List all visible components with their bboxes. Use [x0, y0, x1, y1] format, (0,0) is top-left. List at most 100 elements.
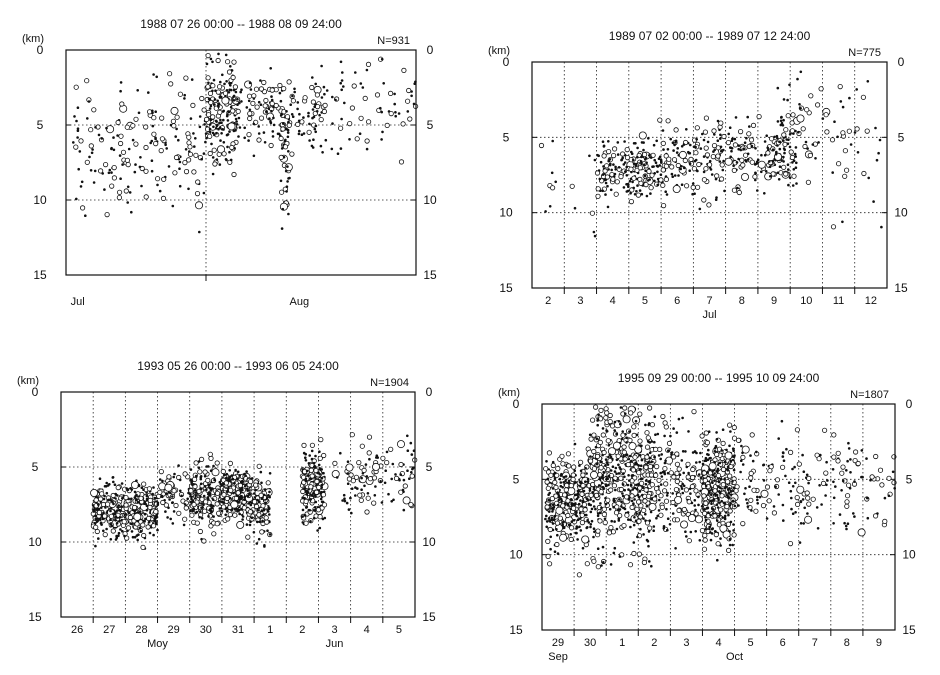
- event-point: [126, 201, 129, 204]
- event-point: [200, 157, 203, 161]
- event-point: [805, 473, 809, 477]
- event-point: [254, 488, 257, 492]
- event-point: [821, 117, 825, 120]
- event-point: [545, 460, 548, 463]
- event-point: [782, 118, 785, 122]
- plot-frame: [60, 391, 416, 618]
- event-point: [742, 152, 749, 158]
- event-point: [79, 185, 83, 188]
- event-point: [284, 138, 287, 142]
- event-point: [173, 472, 176, 476]
- event-point: [593, 530, 596, 534]
- event-point: [406, 434, 409, 438]
- event-point: [188, 492, 192, 496]
- event-point: [286, 131, 290, 134]
- event-point: [282, 122, 285, 125]
- event-point: [130, 497, 133, 501]
- event-point: [341, 71, 344, 74]
- event-point: [741, 463, 745, 466]
- event-point: [279, 99, 283, 103]
- event-point: [638, 453, 642, 457]
- event-point: [104, 506, 107, 509]
- event-point: [635, 190, 638, 193]
- event-point: [652, 496, 658, 502]
- event-point: [861, 475, 864, 479]
- event-point: [765, 517, 769, 520]
- event-point: [638, 480, 645, 486]
- event-point: [579, 517, 582, 520]
- event-point: [727, 491, 731, 495]
- event-point: [639, 527, 642, 531]
- event-point: [656, 477, 662, 483]
- event-point: [591, 448, 597, 455]
- event-point: [579, 529, 583, 532]
- event-point: [91, 504, 95, 507]
- event-point: [688, 162, 692, 165]
- event-point: [309, 442, 315, 448]
- event-point: [635, 483, 638, 487]
- event-point: [841, 220, 844, 224]
- event-point: [314, 454, 317, 458]
- event-point: [660, 140, 666, 146]
- event-point: [291, 115, 295, 118]
- event-point: [840, 130, 846, 136]
- event-point: [257, 132, 261, 135]
- event-point: [263, 515, 269, 521]
- event-point: [280, 126, 286, 132]
- event-point: [680, 459, 684, 462]
- event-point: [363, 484, 366, 488]
- event-point: [628, 179, 632, 183]
- event-point: [681, 416, 684, 420]
- event-point: [189, 117, 193, 120]
- event-point: [346, 476, 352, 482]
- event-point: [138, 495, 144, 501]
- event-point: [160, 499, 166, 506]
- event-point: [614, 504, 620, 510]
- event-point: [637, 495, 641, 499]
- event-point: [273, 102, 279, 109]
- event-point: [788, 145, 792, 149]
- event-point: [711, 507, 714, 510]
- event-point: [708, 457, 711, 460]
- event-point: [588, 492, 594, 498]
- event-point: [207, 515, 210, 518]
- event-point: [729, 460, 733, 463]
- event-point: [676, 147, 679, 150]
- event-point: [673, 127, 679, 133]
- event-point: [147, 497, 153, 503]
- event-point: [158, 148, 164, 154]
- event-point: [722, 159, 725, 163]
- event-point: [675, 162, 681, 169]
- event-point: [213, 98, 217, 101]
- event-point: [607, 483, 610, 487]
- event-point: [576, 538, 579, 541]
- event-point: [108, 513, 115, 519]
- event-point: [112, 136, 115, 139]
- event-point: [204, 140, 207, 144]
- event-point: [286, 79, 292, 85]
- event-point: [565, 451, 572, 457]
- event-point: [646, 168, 652, 174]
- event-point: [627, 488, 630, 491]
- event-point: [173, 154, 180, 161]
- x-tick-label: 9: [876, 637, 882, 649]
- event-point: [307, 462, 311, 465]
- event-point: [797, 130, 800, 134]
- event-point: [310, 99, 316, 105]
- event-point: [702, 537, 708, 543]
- plot-frame: [65, 49, 417, 276]
- event-point: [570, 502, 573, 506]
- event-point: [636, 146, 639, 150]
- event-point: [227, 159, 233, 165]
- event-point: [729, 489, 733, 493]
- event-point: [264, 501, 268, 505]
- event-point: [212, 515, 215, 518]
- event-point: [817, 141, 820, 144]
- event-point: [617, 512, 623, 519]
- x-group-label: Moy: [147, 638, 168, 650]
- event-point: [245, 534, 251, 540]
- y-unit-label: (km): [498, 387, 520, 399]
- event-point: [622, 405, 628, 411]
- event-point: [230, 500, 239, 509]
- event-point: [673, 143, 676, 147]
